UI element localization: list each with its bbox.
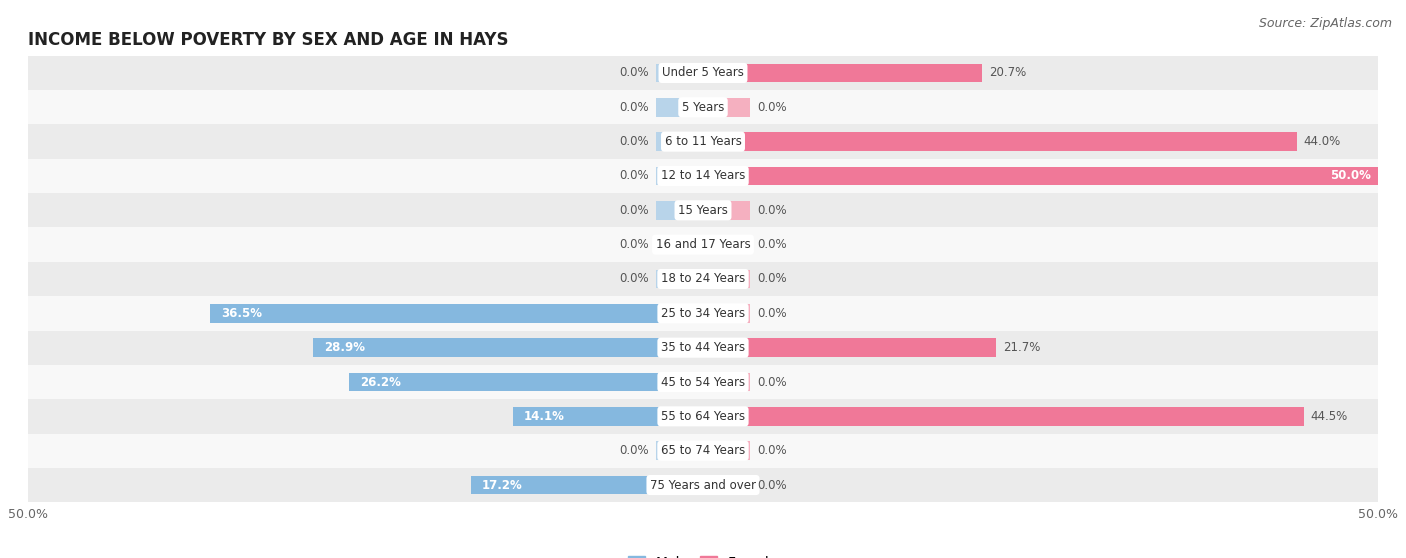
- Bar: [349, 373, 703, 392]
- Text: 17.2%: 17.2%: [482, 479, 523, 492]
- Text: Under 5 Years: Under 5 Years: [662, 66, 744, 79]
- Bar: [703, 201, 751, 220]
- Bar: [655, 235, 703, 254]
- Bar: [211, 304, 703, 323]
- Text: 14.1%: 14.1%: [523, 410, 564, 423]
- Bar: [28, 365, 1378, 399]
- Text: 50.0%: 50.0%: [1330, 170, 1371, 182]
- Text: 6 to 11 Years: 6 to 11 Years: [665, 135, 741, 148]
- Text: 35 to 44 Years: 35 to 44 Years: [661, 341, 745, 354]
- Text: 0.0%: 0.0%: [620, 238, 650, 251]
- Bar: [28, 296, 1378, 330]
- Bar: [28, 330, 1378, 365]
- Bar: [703, 407, 1303, 426]
- Bar: [513, 407, 703, 426]
- Bar: [28, 56, 1378, 90]
- Bar: [28, 90, 1378, 124]
- Bar: [703, 166, 1378, 185]
- Text: 0.0%: 0.0%: [620, 272, 650, 286]
- Text: 16 and 17 Years: 16 and 17 Years: [655, 238, 751, 251]
- Bar: [703, 373, 751, 392]
- Bar: [28, 159, 1378, 193]
- Text: 45 to 54 Years: 45 to 54 Years: [661, 376, 745, 388]
- Bar: [703, 270, 751, 288]
- Bar: [703, 132, 1296, 151]
- Text: 0.0%: 0.0%: [756, 444, 786, 457]
- Legend: Male, Female: Male, Female: [623, 551, 783, 558]
- Bar: [314, 338, 703, 357]
- Bar: [703, 64, 983, 83]
- Bar: [703, 98, 751, 117]
- Text: 15 Years: 15 Years: [678, 204, 728, 217]
- Bar: [655, 98, 703, 117]
- Text: Source: ZipAtlas.com: Source: ZipAtlas.com: [1258, 17, 1392, 30]
- Bar: [703, 475, 751, 494]
- Text: 0.0%: 0.0%: [756, 101, 786, 114]
- Text: 18 to 24 Years: 18 to 24 Years: [661, 272, 745, 286]
- Bar: [655, 270, 703, 288]
- Bar: [655, 64, 703, 83]
- Bar: [703, 304, 751, 323]
- Text: 0.0%: 0.0%: [756, 376, 786, 388]
- Bar: [471, 475, 703, 494]
- Text: INCOME BELOW POVERTY BY SEX AND AGE IN HAYS: INCOME BELOW POVERTY BY SEX AND AGE IN H…: [28, 31, 509, 49]
- Text: 0.0%: 0.0%: [756, 479, 786, 492]
- Bar: [703, 235, 751, 254]
- Text: 65 to 74 Years: 65 to 74 Years: [661, 444, 745, 457]
- Bar: [655, 166, 703, 185]
- Text: 25 to 34 Years: 25 to 34 Years: [661, 307, 745, 320]
- Text: 0.0%: 0.0%: [620, 66, 650, 79]
- Text: 0.0%: 0.0%: [620, 170, 650, 182]
- Text: 28.9%: 28.9%: [323, 341, 364, 354]
- Text: 55 to 64 Years: 55 to 64 Years: [661, 410, 745, 423]
- Text: 0.0%: 0.0%: [620, 204, 650, 217]
- Bar: [28, 399, 1378, 434]
- Text: 26.2%: 26.2%: [360, 376, 401, 388]
- Bar: [28, 262, 1378, 296]
- Bar: [655, 441, 703, 460]
- Text: 20.7%: 20.7%: [990, 66, 1026, 79]
- Text: 75 Years and over: 75 Years and over: [650, 479, 756, 492]
- Bar: [703, 338, 995, 357]
- Text: 0.0%: 0.0%: [620, 101, 650, 114]
- Bar: [28, 468, 1378, 502]
- Text: 0.0%: 0.0%: [756, 272, 786, 286]
- Text: 0.0%: 0.0%: [620, 444, 650, 457]
- Text: 44.5%: 44.5%: [1310, 410, 1347, 423]
- Text: 21.7%: 21.7%: [1002, 341, 1040, 354]
- Text: 36.5%: 36.5%: [221, 307, 262, 320]
- Text: 0.0%: 0.0%: [756, 204, 786, 217]
- Bar: [28, 124, 1378, 159]
- Text: 0.0%: 0.0%: [756, 238, 786, 251]
- Bar: [28, 193, 1378, 228]
- Bar: [655, 201, 703, 220]
- Text: 5 Years: 5 Years: [682, 101, 724, 114]
- Text: 12 to 14 Years: 12 to 14 Years: [661, 170, 745, 182]
- Bar: [703, 441, 751, 460]
- Text: 44.0%: 44.0%: [1303, 135, 1341, 148]
- Text: 0.0%: 0.0%: [620, 135, 650, 148]
- Bar: [28, 434, 1378, 468]
- Bar: [28, 228, 1378, 262]
- Bar: [655, 132, 703, 151]
- Text: 0.0%: 0.0%: [756, 307, 786, 320]
